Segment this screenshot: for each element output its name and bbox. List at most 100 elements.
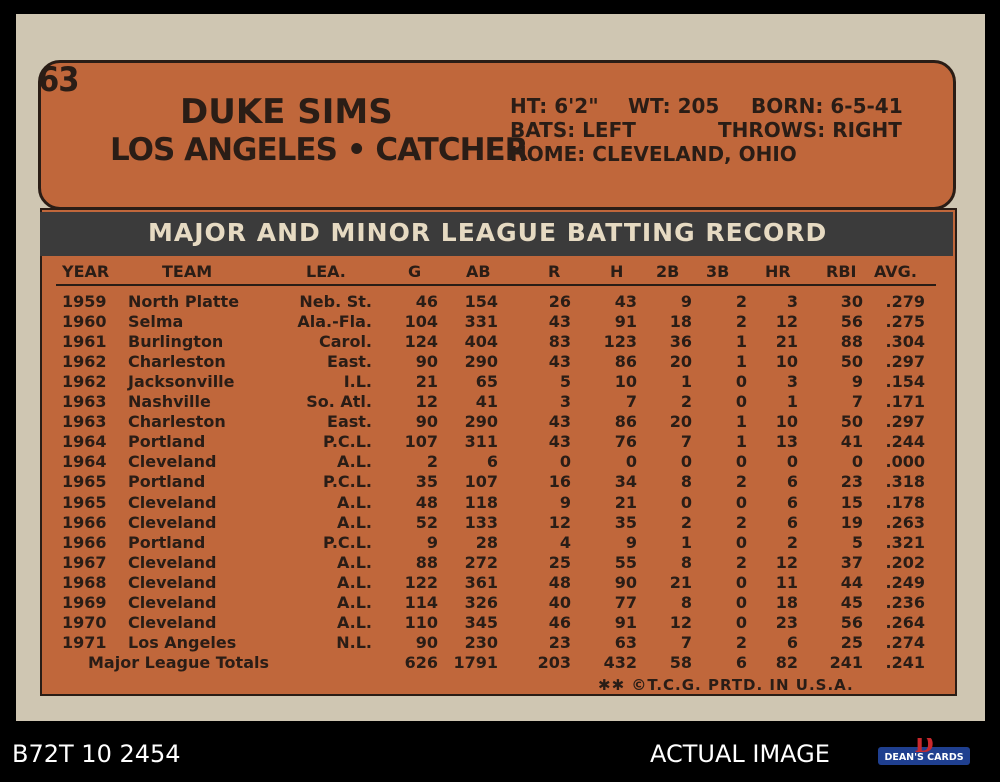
table-cell: N.L.	[336, 633, 372, 652]
table-cell: 3	[786, 372, 798, 391]
table-cell: 2	[735, 633, 747, 652]
table-cell: 6	[786, 472, 798, 491]
table-cell: 1961	[62, 332, 107, 351]
table-cell: Selma	[128, 312, 184, 331]
logo-letter: D	[914, 738, 933, 758]
batting-record-panel	[40, 208, 957, 696]
table-cell: 90	[415, 352, 438, 371]
batting-record-title-bar: MAJOR AND MINOR LEAGUE BATTING RECORD	[40, 212, 953, 256]
column-header: H	[610, 262, 624, 281]
column-header: R	[548, 262, 561, 281]
table-cell: 1966	[62, 533, 107, 552]
table-cell: 626	[404, 653, 438, 672]
table-cell: 58	[669, 653, 692, 672]
table-cell: 1	[786, 392, 798, 411]
table-cell: 110	[404, 613, 438, 632]
table-cell: 7	[680, 432, 692, 451]
table-cell: .264	[885, 613, 925, 632]
table-cell: 43	[548, 412, 571, 431]
bio-bats: BATS: LEFT	[510, 118, 636, 142]
column-header: LEA.	[306, 262, 346, 281]
table-cell: 124	[404, 332, 438, 351]
table-cell: P.C.L.	[323, 533, 372, 552]
table-cell: .249	[885, 573, 925, 592]
table-cell: 9	[851, 372, 863, 391]
card-number: 63	[38, 60, 80, 100]
table-cell: Charleston	[128, 412, 226, 431]
table-cell: 1969	[62, 593, 107, 612]
table-cell: 19	[840, 513, 863, 532]
table-cell: 44	[840, 573, 863, 592]
table-cell: 230	[464, 633, 498, 652]
table-cell: 21	[669, 573, 692, 592]
header-divider	[56, 284, 936, 286]
table-cell: 65	[475, 372, 498, 391]
player-team-position: LOS ANGELES • CATCHER	[110, 132, 529, 168]
table-cell: .304	[885, 332, 925, 351]
column-header: AB	[466, 262, 491, 281]
column-header: 3B	[706, 262, 730, 281]
table-cell: 43	[548, 352, 571, 371]
table-cell: 123	[603, 332, 637, 351]
table-cell: 12	[548, 513, 571, 532]
deans-cards-logo-icon: D DEAN'S CARDS	[878, 738, 970, 765]
table-cell: 6	[786, 513, 798, 532]
table-cell: 13	[775, 432, 798, 451]
table-cell: 77	[614, 593, 637, 612]
table-cell: 203	[537, 653, 571, 672]
table-cell: 43	[614, 292, 637, 311]
column-header: 2B	[656, 262, 680, 281]
table-cell: 5	[559, 372, 571, 391]
table-cell: P.C.L.	[323, 472, 372, 491]
table-cell: A.L.	[336, 493, 372, 512]
table-cell: 0	[735, 372, 747, 391]
table-cell: Los Angeles	[128, 633, 237, 652]
table-cell: 1965	[62, 472, 107, 491]
table-cell: East.	[327, 352, 372, 371]
table-cell: 9	[680, 292, 692, 311]
table-cell: 2	[786, 533, 798, 552]
table-cell: 40	[548, 593, 571, 612]
table-cell: 1967	[62, 553, 107, 572]
table-cell: 4	[559, 533, 571, 552]
table-cell: 10	[775, 412, 798, 431]
table-cell: 86	[614, 352, 637, 371]
table-cell: 1964	[62, 452, 107, 471]
table-cell: 2	[735, 513, 747, 532]
table-cell: 18	[669, 312, 692, 331]
table-cell: 35	[614, 513, 637, 532]
table-cell: .318	[885, 472, 925, 491]
table-cell: A.L.	[336, 613, 372, 632]
table-cell: 272	[464, 553, 498, 572]
table-cell: 52	[415, 513, 438, 532]
table-cell: 7	[680, 633, 692, 652]
table-cell: 45	[840, 593, 863, 612]
table-cell: 122	[404, 573, 438, 592]
table-cell: 8	[680, 553, 692, 572]
table-cell: 30	[840, 292, 863, 311]
table-cell: P.C.L.	[323, 432, 372, 451]
table-cell: 290	[464, 352, 498, 371]
table-cell: 0	[851, 452, 863, 471]
table-cell: East.	[327, 412, 372, 431]
table-cell: 21	[775, 332, 798, 351]
table-cell: 7	[851, 392, 863, 411]
table-cell: 23	[840, 472, 863, 491]
table-cell: 1971	[62, 633, 107, 652]
table-cell: 91	[614, 312, 637, 331]
table-cell: 0	[735, 593, 747, 612]
table-cell: 311	[464, 432, 498, 451]
table-cell: .236	[885, 593, 925, 612]
table-cell: 90	[614, 573, 637, 592]
table-cell: 23	[775, 613, 798, 632]
table-cell: 1963	[62, 412, 107, 431]
table-cell: 86	[614, 412, 637, 431]
table-cell: 345	[464, 613, 498, 632]
table-cell: 6	[486, 452, 498, 471]
column-header: YEAR	[62, 262, 110, 281]
table-cell: 63	[614, 633, 637, 652]
table-cell: 1	[680, 372, 692, 391]
table-cell: 7	[625, 392, 637, 411]
table-cell: 8	[680, 593, 692, 612]
table-cell: 46	[415, 292, 438, 311]
